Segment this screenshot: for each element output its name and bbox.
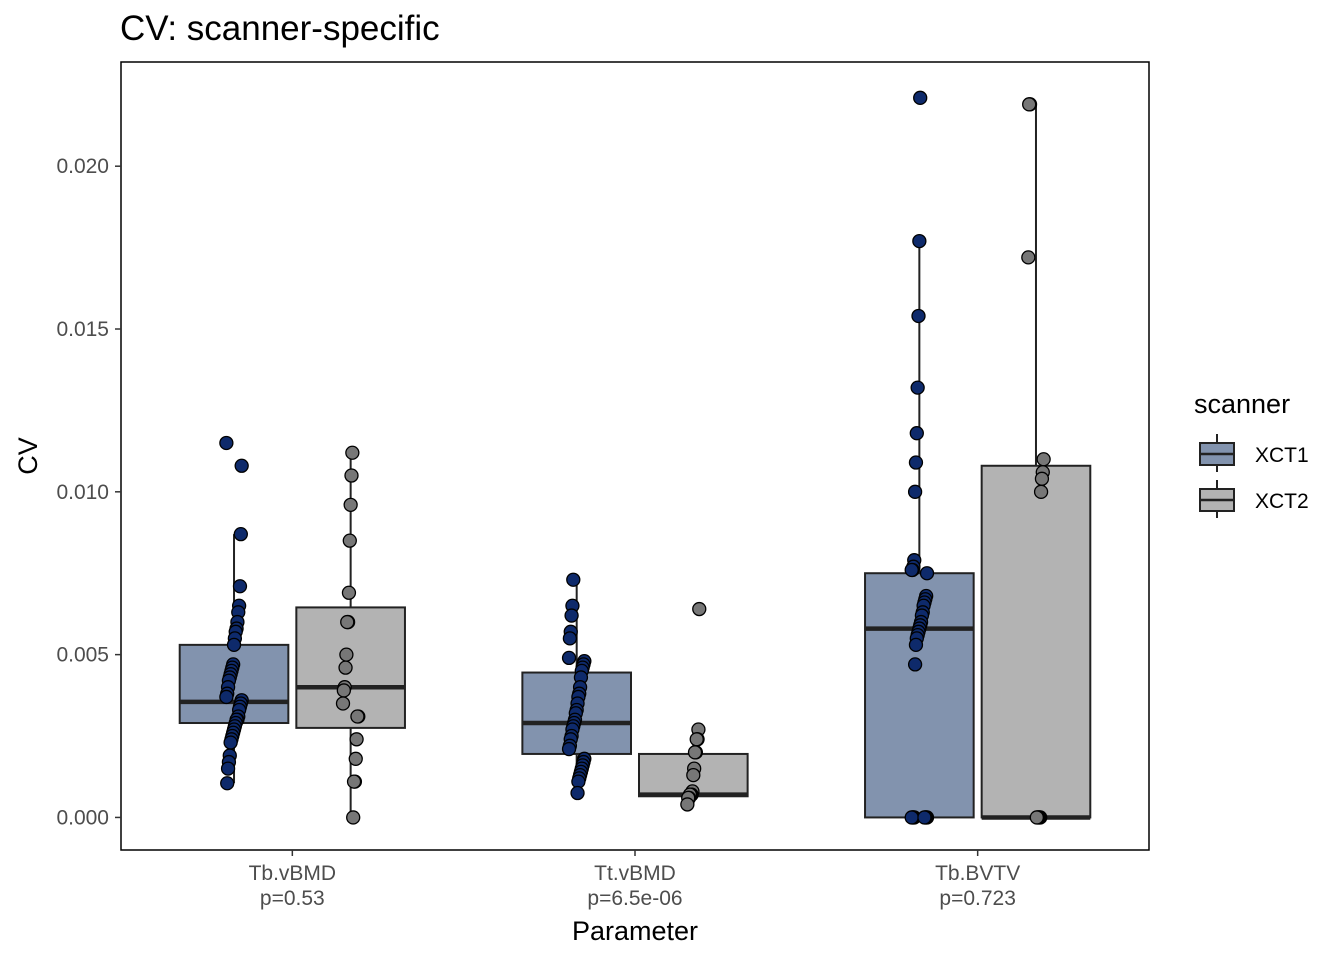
data-point (692, 601, 707, 617)
data-point (346, 774, 362, 789)
data-point (220, 776, 235, 791)
data-point (350, 709, 365, 724)
legend-label-xct2: XCT2 (1255, 490, 1309, 513)
x-axis-title: Parameter (572, 916, 698, 946)
data-point (226, 637, 242, 653)
data-point (345, 445, 360, 460)
data-point (566, 572, 581, 587)
x-tick-label: Tb.BVTV (935, 862, 1020, 885)
legend-title: scanner (1194, 389, 1290, 419)
data-point (1034, 471, 1050, 486)
x-tick-pvalue: p=0.53 (260, 887, 325, 910)
y-axis-title: CV (13, 437, 43, 475)
x-tick-label: Tb.vBMD (249, 862, 337, 885)
data-point (1021, 250, 1036, 265)
data-point (907, 657, 923, 672)
data-point (342, 533, 357, 548)
data-point (344, 468, 359, 483)
x-tick-pvalue: p=6.5e-06 (587, 887, 682, 910)
data-point (348, 751, 363, 766)
chart-title: CV: scanner-specific (120, 9, 440, 48)
data-point (336, 683, 351, 698)
data-point (561, 650, 577, 666)
data-point (909, 426, 924, 441)
legend-label-xct1: XCT1 (1255, 444, 1309, 467)
data-point (689, 732, 704, 747)
data-point (343, 497, 358, 512)
series-xct1 (178, 90, 975, 825)
plot-panel (120, 61, 1150, 851)
data-point (912, 233, 927, 249)
plot-border (120, 61, 1150, 851)
data-point (908, 455, 924, 470)
legend: scanner XCT1 XCT2 (1194, 389, 1309, 518)
data-point (570, 785, 585, 801)
data-point (564, 608, 579, 623)
box (980, 464, 1092, 819)
y-tick-label: 0.020 (56, 155, 109, 178)
data-point (233, 526, 248, 542)
x-tick-label: Tt.vBMD (594, 862, 676, 885)
data-point (340, 614, 355, 630)
y-tick-label: 0.005 (56, 644, 109, 667)
data-point (1036, 452, 1051, 467)
data-point (680, 797, 695, 812)
data-point (335, 696, 351, 711)
data-point (911, 308, 926, 324)
data-point (232, 579, 248, 594)
data-point (910, 380, 925, 395)
data-point (349, 732, 364, 747)
data-point (339, 647, 354, 662)
data-point (1033, 484, 1049, 499)
data-point (223, 735, 238, 750)
data-point (904, 562, 919, 578)
data-point (917, 810, 932, 825)
y-tick-label: 0.015 (56, 318, 109, 341)
y-tick-label: 0.000 (56, 806, 109, 829)
data-point (341, 585, 357, 600)
data-point (346, 810, 361, 825)
series-xct2 (295, 97, 1092, 825)
data-point (907, 484, 923, 499)
data-point (1022, 97, 1037, 112)
data-point (919, 566, 935, 581)
data-point (687, 745, 703, 760)
data-point (338, 660, 353, 675)
data-point (1029, 810, 1044, 825)
data-point (686, 767, 701, 783)
plot-layer (178, 90, 1092, 825)
data-point (904, 810, 919, 825)
data-point (908, 637, 924, 653)
data-point (561, 741, 577, 757)
x-tick-pvalue: p=0.723 (939, 887, 1016, 910)
data-point (234, 458, 249, 473)
data-point (220, 761, 236, 776)
data-point (219, 689, 234, 705)
data-point (562, 631, 578, 646)
data-point (913, 90, 928, 105)
y-tick-label: 0.010 (56, 481, 109, 504)
data-point (219, 435, 234, 451)
